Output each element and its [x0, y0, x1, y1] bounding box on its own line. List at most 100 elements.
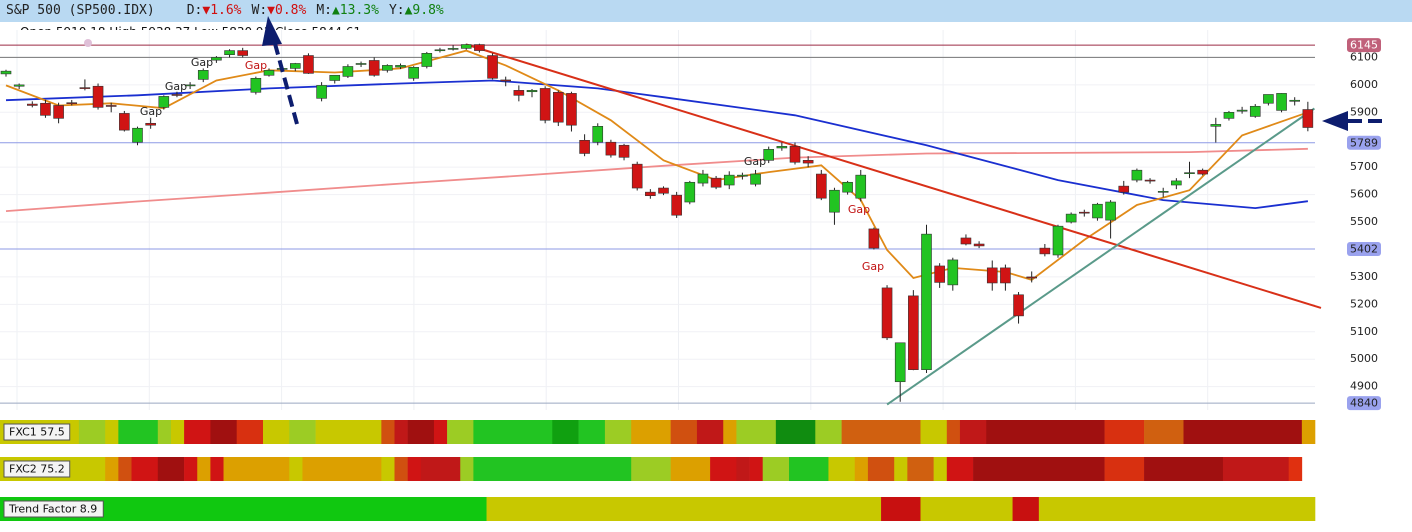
candle-body	[960, 237, 972, 245]
candle-body	[881, 287, 893, 339]
candle-body	[802, 160, 814, 164]
strip-segment	[973, 457, 1105, 481]
candle-body	[211, 57, 222, 61]
candle-body	[474, 44, 485, 51]
candle-body	[66, 102, 78, 105]
strip-segment	[894, 457, 908, 481]
strip-segment	[749, 457, 763, 481]
level-label: 5789	[1350, 136, 1378, 149]
arrow-line	[272, 39, 299, 125]
indicator-line	[466, 43, 1322, 309]
strip-label-group: Trend Factor 8.9	[3, 500, 104, 518]
candle-body	[1223, 112, 1235, 119]
strip-segment	[460, 457, 474, 481]
y-tick-label: 5600	[1350, 188, 1378, 201]
candle-body	[1249, 105, 1261, 117]
candle-body	[316, 85, 327, 99]
candle-body	[1013, 294, 1024, 317]
strip-segment	[118, 457, 132, 481]
strip-segment	[289, 457, 303, 481]
header-bar: S&P 500 (SP500.IDX) D:▼1.6% W:▼0.8% M:▲13.3…	[0, 0, 1412, 22]
change-label: D:	[186, 3, 203, 18]
candle-body	[368, 60, 380, 76]
strip-segment	[1104, 457, 1145, 481]
strip-segment	[762, 457, 790, 481]
strip-segment	[302, 457, 382, 481]
strip-segment	[131, 457, 159, 481]
strip-segment	[867, 457, 895, 481]
indicator-line	[5, 79, 1309, 210]
candle-body	[434, 49, 446, 52]
strip-segment	[420, 457, 461, 481]
arrow-head	[262, 16, 282, 46]
strip-segment	[841, 420, 921, 444]
level-tag	[1347, 135, 1381, 150]
candle-body	[671, 194, 682, 216]
change-label: Y:	[388, 3, 405, 18]
gap-annotation: Gap	[191, 56, 213, 69]
strip-segment	[1144, 457, 1224, 481]
strip-segment	[920, 420, 948, 444]
strip-segment	[736, 420, 777, 444]
strip-label-group: FXC1 57.5	[3, 423, 71, 441]
candle-body	[934, 265, 945, 283]
strip-segment	[946, 420, 961, 444]
candle-body	[408, 67, 419, 79]
y-tick-label: 6100	[1350, 50, 1378, 63]
candle-body	[1052, 225, 1064, 256]
y-tick-label: 5900	[1350, 105, 1378, 118]
candle-body	[1065, 213, 1077, 223]
gap-annotation: Gap	[848, 203, 870, 216]
candle-body	[329, 74, 341, 81]
candle-body	[289, 63, 301, 69]
strip-segment	[184, 457, 198, 481]
candle-body	[605, 141, 617, 156]
strip-segment	[670, 457, 711, 481]
y-tick-label: 5500	[1350, 215, 1378, 228]
candle-body	[1131, 169, 1143, 181]
strip-label: FXC2 75.2	[9, 463, 65, 476]
strip-segment	[670, 420, 698, 444]
candle-body	[658, 187, 669, 194]
candle-body	[763, 149, 775, 161]
candle-body	[158, 96, 170, 108]
strip-segment	[815, 420, 842, 444]
strip-label-group: FXC2 75.2	[3, 460, 71, 478]
candle-body	[1184, 172, 1195, 174]
candle-body	[92, 85, 104, 108]
strip-segment	[170, 420, 185, 444]
strip-segment	[710, 457, 737, 481]
level-label: 4840	[1350, 397, 1378, 410]
candle-body	[1263, 94, 1274, 104]
candle-body	[645, 191, 656, 197]
candle-body	[224, 50, 235, 55]
strip-segment	[486, 497, 882, 521]
strip-segment	[1183, 420, 1303, 444]
candle-body	[26, 103, 38, 106]
candle-body	[500, 79, 512, 82]
strip-segment	[631, 420, 671, 444]
candle-body	[1289, 99, 1300, 102]
candle-body	[53, 105, 64, 119]
strip-segment	[578, 420, 606, 444]
strip-segment	[986, 420, 1105, 444]
strip-segment	[1301, 420, 1316, 444]
candle-body	[723, 174, 735, 186]
strip-segment	[789, 457, 829, 481]
candle-body	[197, 70, 209, 80]
level-tag	[1347, 38, 1381, 53]
y-tick-label: 5200	[1350, 297, 1378, 310]
candle-body	[13, 84, 25, 87]
strip-segment	[473, 457, 632, 481]
candle-body	[1039, 247, 1051, 255]
candle-body	[1105, 201, 1116, 221]
strip-segment	[157, 457, 185, 481]
candle-body	[303, 55, 314, 74]
strip-segment	[394, 457, 408, 481]
gap-annotation: Gap	[245, 59, 267, 72]
candle-body	[145, 122, 156, 126]
strip-segment	[236, 420, 264, 444]
level-label: 5402	[1350, 242, 1378, 255]
